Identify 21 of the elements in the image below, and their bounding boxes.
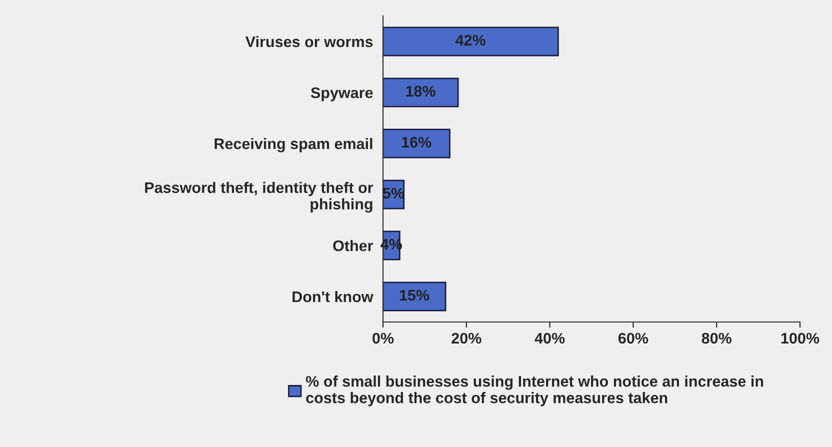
y-tick-label: Password theft, identity theft or phishing [145, 182, 374, 213]
y-tick-label: Spyware [310, 87, 373, 102]
data-label: 16% [402, 136, 432, 148]
bar [383, 282, 446, 312]
data-label: 15% [400, 290, 430, 301]
y-tick-label: Viruses or worms [245, 36, 373, 48]
x-tick-label: 0% [372, 332, 394, 344]
y-tick-label: Don't know [292, 290, 374, 302]
x-tick-label: 20% [452, 332, 482, 344]
bar [383, 128, 450, 158]
data-label: 42% [456, 34, 486, 46]
y-tick-label: Other [333, 240, 374, 252]
x-tick-label: 60% [618, 332, 648, 344]
x-tick-label: 80% [702, 332, 732, 344]
x-tick-label: 100% [781, 332, 820, 344]
y-tick-label: Receiving spam email [214, 138, 372, 152]
x-tick-label: 40% [534, 332, 565, 344]
bar [383, 78, 459, 108]
bar [383, 26, 559, 56]
legend-label: % of small businesses using Internet who notice an increase in costs beyond the cost of security measures taken [306, 376, 764, 406]
data-label: 18% [406, 86, 436, 97]
